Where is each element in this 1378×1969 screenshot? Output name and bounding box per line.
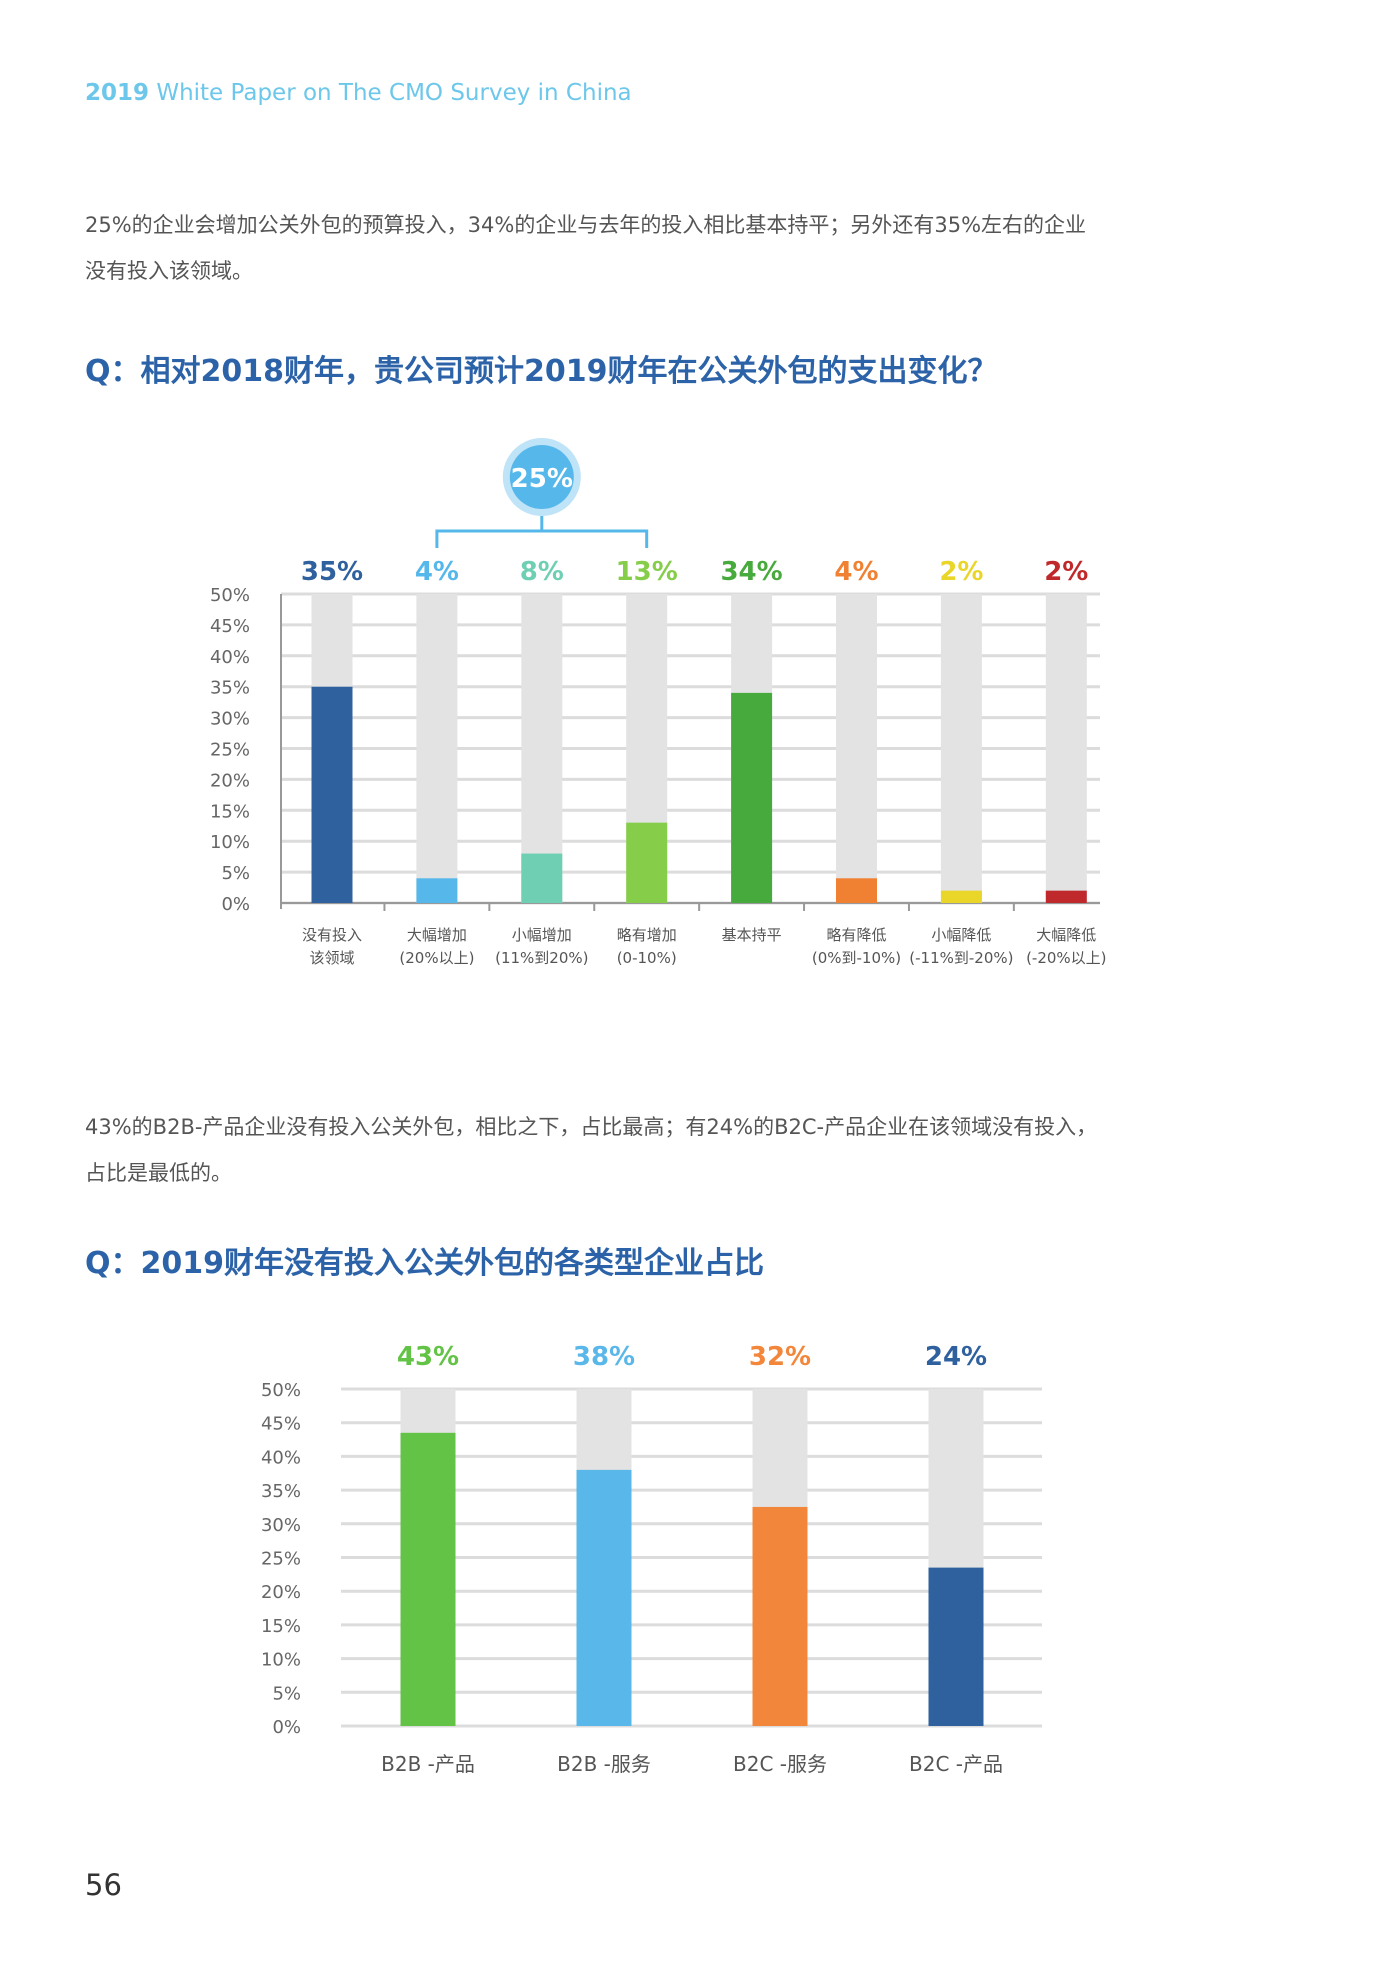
y-tick-label: 0% xyxy=(272,1717,301,1738)
paragraph-1: 25%的企业会增加公关外包的预算投入，34%的企业与去年的投入相比基本持平；另外… xyxy=(85,202,1086,294)
bar xyxy=(731,692,773,903)
bar xyxy=(521,853,563,903)
y-tick-label: 20% xyxy=(210,770,250,791)
annotation-bracket xyxy=(435,529,649,548)
category-label: (-11%到-20%) xyxy=(909,949,1013,967)
data-label: 8% xyxy=(520,557,564,587)
data-label: 35% xyxy=(301,557,363,587)
paragraph-2-line-1: 43%的B2B-产品企业没有投入公关外包，相比之下，占比最高；有24%的B2C-… xyxy=(85,1115,1098,1139)
category-label: 基本持平 xyxy=(722,926,782,944)
running-header: 2019 White Paper on The CMO Survey in Ch… xyxy=(85,80,632,106)
y-tick-label: 30% xyxy=(210,709,250,730)
bar xyxy=(928,1567,984,1726)
header-year: 2019 xyxy=(85,80,150,106)
y-tick-label: 35% xyxy=(210,678,250,699)
category-label: (11%到20%) xyxy=(495,949,588,967)
category-label: B2B -产品 xyxy=(381,1752,475,1776)
bar xyxy=(576,1469,632,1726)
paragraph-1-line-2: 没有投入该领域。 xyxy=(85,259,253,283)
y-tick-label: 40% xyxy=(210,647,250,668)
bar-background xyxy=(940,594,982,903)
category-label: 略有降低 xyxy=(826,926,886,944)
category-label: 大幅增加 xyxy=(407,926,467,944)
data-label: 24% xyxy=(925,1342,987,1372)
category-label: (-20%以上) xyxy=(1026,949,1106,967)
chart-spending-change: 0% 5% 10% 15% 20% 25% 30% 35% 40% 45% 50% 35% 没有投入该领… xyxy=(210,438,1107,967)
bar xyxy=(626,822,668,903)
y-tick-label: 20% xyxy=(261,1582,301,1603)
y-tick-label: 10% xyxy=(261,1650,301,1671)
y-tick-label: 5% xyxy=(221,863,250,884)
category-label: 该领域 xyxy=(309,949,354,967)
chart-no-investment-by-type: 0% 5% 10% 15% 20% 25% 30% 35% 40% 45% 50% 43% B2B -产… xyxy=(261,1342,1042,1776)
header-title: White Paper on The CMO Survey in China xyxy=(156,80,632,106)
category-label: (20%以上) xyxy=(399,949,474,967)
y-tick-label: 10% xyxy=(210,832,250,853)
y-tick-label: 50% xyxy=(261,1380,301,1401)
bar-background xyxy=(416,594,458,903)
data-label: 4% xyxy=(834,557,878,587)
bar xyxy=(940,890,982,903)
bar-background xyxy=(836,594,877,903)
bar-background xyxy=(521,594,563,903)
annotation-label: 25% xyxy=(511,464,573,494)
bar xyxy=(752,1506,808,1726)
category-label: 大幅降低 xyxy=(1036,926,1096,944)
category-label: B2C -服务 xyxy=(733,1752,827,1776)
category-label: 略有增加 xyxy=(617,926,677,944)
data-label: 4% xyxy=(415,557,459,587)
annotation-bubble xyxy=(509,445,574,509)
data-label: 38% xyxy=(573,1342,635,1372)
data-label: 13% xyxy=(616,557,678,587)
y-tick-label: 0% xyxy=(221,894,250,915)
y-tick-label: 45% xyxy=(210,616,250,637)
category-label: B2B -服务 xyxy=(557,1752,651,1776)
paragraph-1-line-1: 25%的企业会增加公关外包的预算投入，34%的企业与去年的投入相比基本持平；另外… xyxy=(85,213,1087,237)
category-label: 小幅降低 xyxy=(931,926,991,944)
category-label: B2C -产品 xyxy=(909,1752,1003,1776)
bar xyxy=(400,1432,456,1726)
y-tick-label: 15% xyxy=(210,801,250,822)
y-tick-label: 15% xyxy=(261,1616,301,1637)
y-tick-label: 45% xyxy=(261,1414,301,1435)
bar xyxy=(311,686,353,903)
category-label: 没有投入 xyxy=(302,926,362,944)
y-tick-label: 5% xyxy=(272,1683,301,1704)
category-label: (0%到-10%) xyxy=(812,949,901,967)
y-tick-label: 30% xyxy=(261,1515,301,1536)
y-tick-label: 25% xyxy=(210,740,250,761)
data-label: 32% xyxy=(749,1342,811,1372)
bar xyxy=(416,878,458,903)
data-label: 2% xyxy=(1044,557,1088,587)
data-label: 2% xyxy=(939,557,983,587)
question-2-title: Q：2019财年没有投入公关外包的各类型企业占比 xyxy=(85,1246,764,1281)
data-label: 34% xyxy=(720,557,782,587)
paragraph-2-line-2: 占比是最低的。 xyxy=(85,1161,232,1185)
y-tick-label: 40% xyxy=(261,1447,301,1468)
bar xyxy=(836,878,877,903)
data-label: 43% xyxy=(397,1342,459,1372)
bar-background xyxy=(1045,594,1087,903)
y-tick-label: 50% xyxy=(210,585,250,606)
y-tick-label: 35% xyxy=(261,1481,301,1502)
bar xyxy=(1045,890,1087,903)
page-number: 56 xyxy=(85,1868,122,1902)
category-label: 小幅增加 xyxy=(512,926,572,944)
category-label: (0-10%) xyxy=(617,949,677,967)
question-1-title: Q：相对2018财年，贵公司预计2019财年在公关外包的支出变化？ xyxy=(85,354,998,389)
paragraph-2: 43%的B2B-产品企业没有投入公关外包，相比之下，占比最高；有24%的B2C-… xyxy=(85,1104,1097,1196)
y-tick-label: 25% xyxy=(261,1549,301,1570)
